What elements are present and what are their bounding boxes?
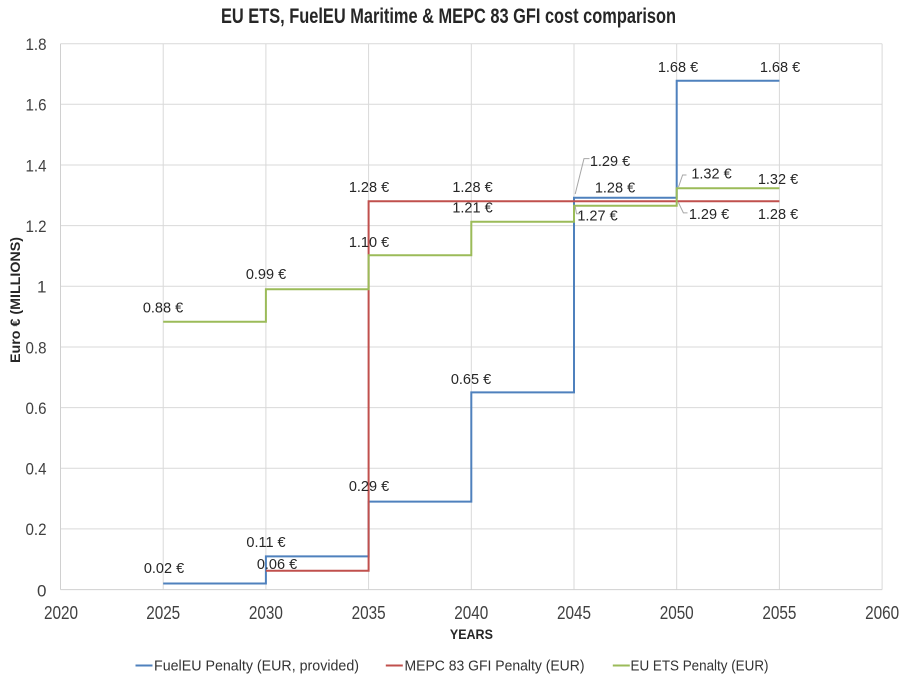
- svg-text:2020: 2020: [44, 603, 78, 623]
- svg-text:2040: 2040: [454, 603, 488, 623]
- svg-text:0.88 €: 0.88 €: [143, 301, 183, 317]
- svg-text:2045: 2045: [557, 603, 591, 623]
- svg-text:1.21 €: 1.21 €: [452, 201, 492, 217]
- svg-text:1.4: 1.4: [26, 156, 47, 175]
- svg-text:0.6: 0.6: [26, 399, 47, 418]
- svg-text:1.28 €: 1.28 €: [758, 207, 798, 223]
- svg-text:1.27 €: 1.27 €: [577, 209, 617, 225]
- svg-text:1.32 €: 1.32 €: [758, 172, 798, 188]
- svg-text:Euro € (MILLIONS): Euro € (MILLIONS): [7, 237, 23, 363]
- svg-text:1.8: 1.8: [26, 35, 47, 54]
- svg-text:1.32 €: 1.32 €: [691, 167, 731, 183]
- svg-text:0.2: 0.2: [26, 520, 47, 539]
- svg-text:EU ETS Penalty (EUR): EU ETS Penalty (EUR): [631, 659, 769, 675]
- svg-text:2060: 2060: [865, 603, 899, 623]
- svg-text:1: 1: [37, 278, 46, 297]
- svg-text:0.11 €: 0.11 €: [246, 535, 285, 551]
- svg-text:2050: 2050: [660, 603, 694, 623]
- svg-text:1.2: 1.2: [26, 217, 47, 236]
- svg-text:1.28 €: 1.28 €: [452, 180, 492, 196]
- svg-text:0.99 €: 0.99 €: [246, 267, 286, 283]
- svg-text:2035: 2035: [352, 603, 386, 623]
- svg-text:MEPC 83 GFI Penalty (EUR): MEPC 83 GFI Penalty (EUR): [405, 659, 585, 675]
- svg-text:2025: 2025: [146, 603, 180, 623]
- svg-text:FuelEU Penalty (EUR, provided): FuelEU Penalty (EUR, provided): [154, 659, 359, 675]
- svg-text:1.68 €: 1.68 €: [658, 60, 698, 76]
- svg-text:1.10 €: 1.10 €: [349, 235, 389, 251]
- svg-text:2030: 2030: [249, 603, 283, 623]
- svg-text:0: 0: [37, 582, 46, 601]
- svg-text:1.29 €: 1.29 €: [689, 207, 729, 223]
- svg-text:1.28 €: 1.28 €: [595, 181, 635, 197]
- svg-text:2055: 2055: [762, 603, 796, 623]
- svg-text:1.29 €: 1.29 €: [590, 154, 630, 170]
- svg-text:0.06 €: 0.06 €: [257, 557, 297, 573]
- svg-text:0.29 €: 0.29 €: [349, 479, 389, 495]
- svg-text:1.28 €: 1.28 €: [349, 180, 389, 196]
- svg-text:1.6: 1.6: [26, 96, 47, 115]
- svg-text:EU ETS, FuelEU Maritime & MEPC: EU ETS, FuelEU Maritime & MEPC 83 GFI co…: [221, 5, 676, 28]
- svg-text:YEARS: YEARS: [450, 626, 493, 642]
- svg-text:0.02 €: 0.02 €: [144, 561, 184, 577]
- svg-text:0.65 €: 0.65 €: [451, 372, 491, 388]
- svg-text:0.4: 0.4: [26, 460, 47, 479]
- svg-text:1.68 €: 1.68 €: [760, 60, 800, 76]
- svg-text:0.8: 0.8: [26, 338, 47, 357]
